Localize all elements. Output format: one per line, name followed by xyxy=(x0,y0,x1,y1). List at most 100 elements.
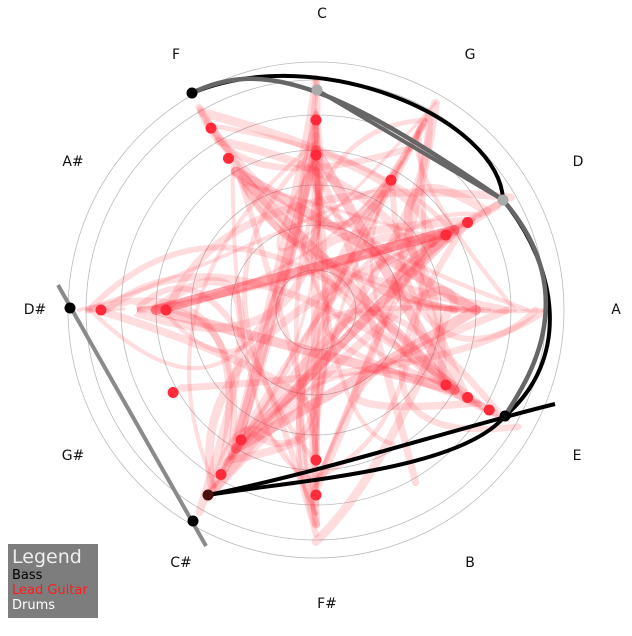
lead-curve xyxy=(309,232,436,528)
lead-curve xyxy=(227,78,321,460)
legend-box: Legend Bass Lead Guitar Drums xyxy=(8,544,98,618)
lead-dot-10 xyxy=(440,379,452,391)
lead-dot-1 xyxy=(310,149,322,161)
note-label-a: A xyxy=(611,302,621,318)
note-label-f: F xyxy=(172,47,180,63)
lead-curve xyxy=(84,297,234,480)
lead-curve xyxy=(211,211,483,491)
legend-item-lead-guitar: Lead Guitar xyxy=(12,583,88,598)
note-label-cs: C# xyxy=(170,555,192,571)
lead-curve xyxy=(223,229,452,468)
bass-curve-3 xyxy=(207,402,556,497)
note-label-gs: G# xyxy=(62,448,85,464)
ring-2 xyxy=(230,224,402,396)
lead-curve xyxy=(311,132,321,459)
lead-curve xyxy=(238,178,458,314)
note-label-fs: F# xyxy=(317,596,337,612)
lead-dot-8 xyxy=(462,217,474,228)
note-label-ds: D# xyxy=(24,302,47,318)
lead-curve xyxy=(395,197,509,314)
lead-chord-4 xyxy=(231,145,321,454)
note-label-d: D xyxy=(573,154,584,170)
lead-curve xyxy=(317,216,510,315)
lead-curve xyxy=(414,113,518,313)
lead-dot-12 xyxy=(483,404,495,416)
note-label-c: C xyxy=(317,6,327,22)
lead-curve xyxy=(241,167,322,249)
lead-curve xyxy=(312,166,420,487)
lead-dot-15 xyxy=(215,469,227,480)
lead-curve xyxy=(76,181,392,312)
lead-curve xyxy=(164,188,515,314)
lead-curve xyxy=(132,285,320,538)
lead-curve xyxy=(238,108,323,444)
legend-title: Legend xyxy=(12,546,82,568)
lead-chord-6 xyxy=(231,305,481,454)
lead-curve xyxy=(309,152,530,313)
note-label-b: B xyxy=(465,555,475,571)
lead-curve xyxy=(403,183,492,401)
ring-1 xyxy=(275,269,357,351)
lead-curve xyxy=(203,117,399,230)
lead-curve xyxy=(391,216,552,314)
legend-item-bass: Bass xyxy=(12,568,43,583)
lead-curve xyxy=(206,425,318,516)
lead-curve xyxy=(311,98,440,493)
lead-curve xyxy=(311,111,426,230)
note-label-as: A# xyxy=(62,154,83,170)
lead-curve xyxy=(230,163,318,483)
lead-curve xyxy=(242,145,319,466)
ring-3 xyxy=(190,184,442,436)
lead-curve xyxy=(207,123,455,234)
lead-curve xyxy=(398,219,522,433)
lead-curve xyxy=(240,181,453,244)
legend-item-drums: Drums xyxy=(12,598,56,613)
lead-curve xyxy=(161,118,319,354)
lead-curve xyxy=(296,188,388,529)
lead-curve xyxy=(311,309,506,508)
lead-curve xyxy=(235,75,321,448)
lead-curve xyxy=(125,114,324,332)
lead-curve xyxy=(94,306,319,464)
lead-dot-4 xyxy=(95,304,107,316)
lead-curve xyxy=(204,286,459,501)
lead-curve xyxy=(314,358,438,488)
lead-curve xyxy=(187,140,318,488)
lead-curve xyxy=(88,74,319,371)
bass-dot-6 xyxy=(64,302,76,314)
lead-dot-17 xyxy=(167,387,179,398)
lead-curve xyxy=(211,117,429,489)
lead-chord-7 xyxy=(151,225,460,315)
lead-dot-16 xyxy=(235,434,247,446)
lead-curve xyxy=(149,277,246,517)
lead-chord-5 xyxy=(231,166,481,315)
drum-dot xyxy=(125,304,137,316)
lead-curve xyxy=(102,273,487,410)
lead-dot-9 xyxy=(385,174,397,186)
lead-curve xyxy=(297,116,445,385)
bass-dot-4 xyxy=(202,489,214,501)
lead-dot-6 xyxy=(160,304,172,316)
lead-dot-0 xyxy=(310,114,322,126)
lead-curve xyxy=(313,110,396,447)
lead-curve xyxy=(195,103,499,417)
lead-curve xyxy=(214,136,447,387)
lead-dot-13 xyxy=(310,489,322,501)
lead-chord-1 xyxy=(151,305,460,395)
bass-dot-0 xyxy=(186,87,198,99)
lead-dot-14 xyxy=(310,454,322,466)
lead-dot-2 xyxy=(205,122,217,134)
bass-dots xyxy=(64,84,511,527)
lead-dot-3 xyxy=(223,152,234,164)
lead-curve xyxy=(276,101,438,252)
lead-curve xyxy=(322,305,492,408)
lead-curve xyxy=(314,123,425,473)
bass-dot-1 xyxy=(311,84,323,96)
note-labels: C G D A E B F# C# G# D# A# F xyxy=(24,6,621,612)
bass-dot-2 xyxy=(497,194,509,206)
lead-curve xyxy=(177,306,539,392)
lead-curve xyxy=(389,175,550,342)
lead-chord-3 xyxy=(231,225,460,454)
lead-curve xyxy=(237,175,320,458)
